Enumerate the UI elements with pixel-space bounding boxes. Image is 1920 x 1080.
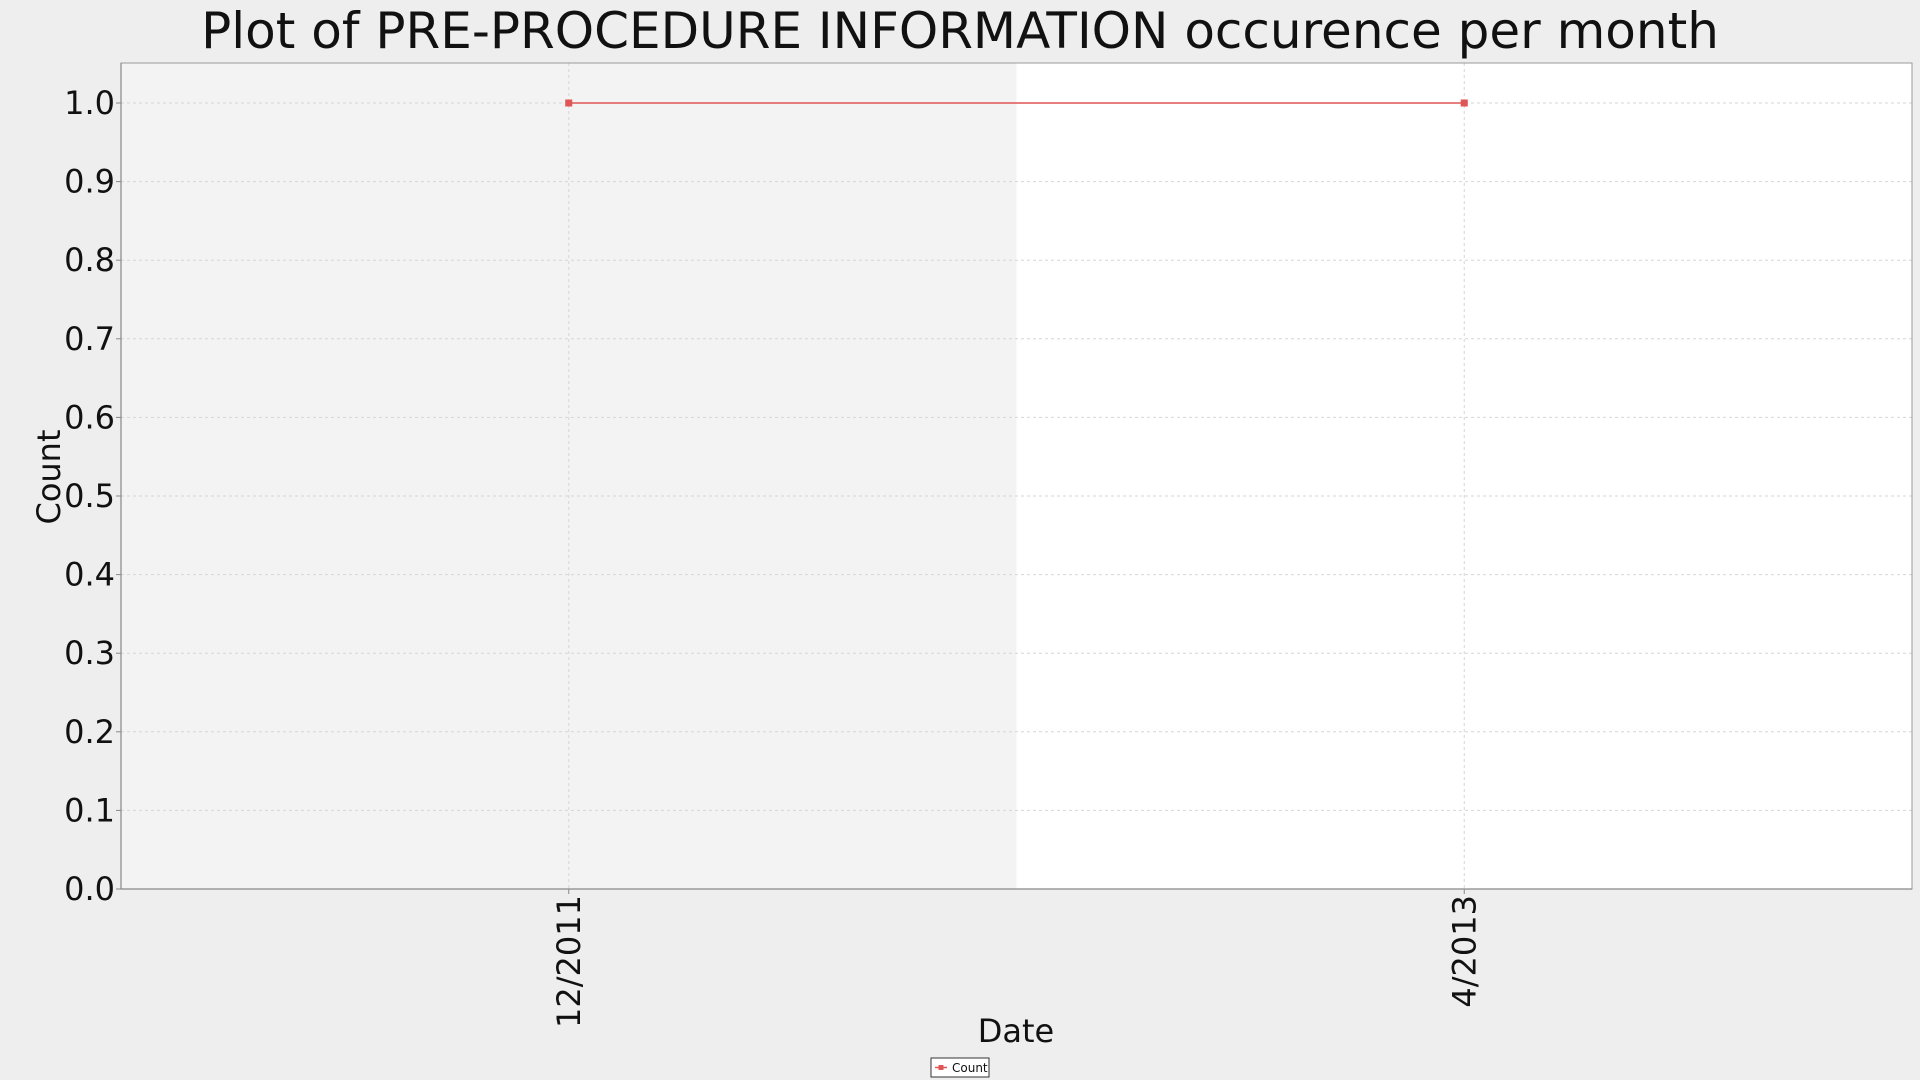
legend-marker — [938, 1065, 944, 1070]
y-tick-label-3: 0.3 — [64, 634, 115, 672]
x-axis-tick-labels: 12/2011 4/2013 — [550, 889, 1483, 1028]
data-point-0-1 — [1460, 99, 1468, 107]
y-tick-label-4: 0.4 — [64, 556, 115, 594]
x-tick-label-0: 12/2011 — [550, 895, 588, 1028]
x-axis-title: Date — [978, 1012, 1054, 1050]
y-tick-label-10: 1.0 — [64, 84, 115, 122]
y-tick-label-7: 0.7 — [64, 320, 115, 358]
y-tick-label-0: 0.0 — [64, 870, 115, 908]
axes — [120, 62, 1913, 890]
plot-band-0 — [121, 63, 1017, 889]
x-tick-label-1: 4/2013 — [1445, 895, 1483, 1008]
legend: Count — [930, 1057, 990, 1078]
legend-label: Count — [952, 1061, 988, 1075]
y-tick-label-6: 0.6 — [64, 398, 115, 436]
plot-band-1 — [1016, 63, 1912, 889]
chart-title: Plot of PRE-PROCEDURE INFORMATION occure… — [201, 2, 1719, 60]
legend-box — [930, 1057, 990, 1078]
plot-background — [121, 63, 1912, 889]
data-points — [565, 99, 1468, 107]
y-tick-label-8: 0.8 — [64, 241, 115, 279]
y-tick-label-9: 0.9 — [64, 163, 115, 201]
y-axis-tick-labels: 0.0 0.1 0.2 0.3 0.4 0.5 0.6 0.7 0.8 0.9 1.0 — [64, 84, 121, 908]
y-tick-label-1: 0.1 — [64, 791, 115, 829]
y-tick-label-5: 0.5 — [64, 477, 115, 515]
data-point-0-0 — [565, 99, 573, 107]
y-tick-label-2: 0.2 — [64, 713, 115, 751]
y-axis-title: Count — [30, 429, 68, 524]
